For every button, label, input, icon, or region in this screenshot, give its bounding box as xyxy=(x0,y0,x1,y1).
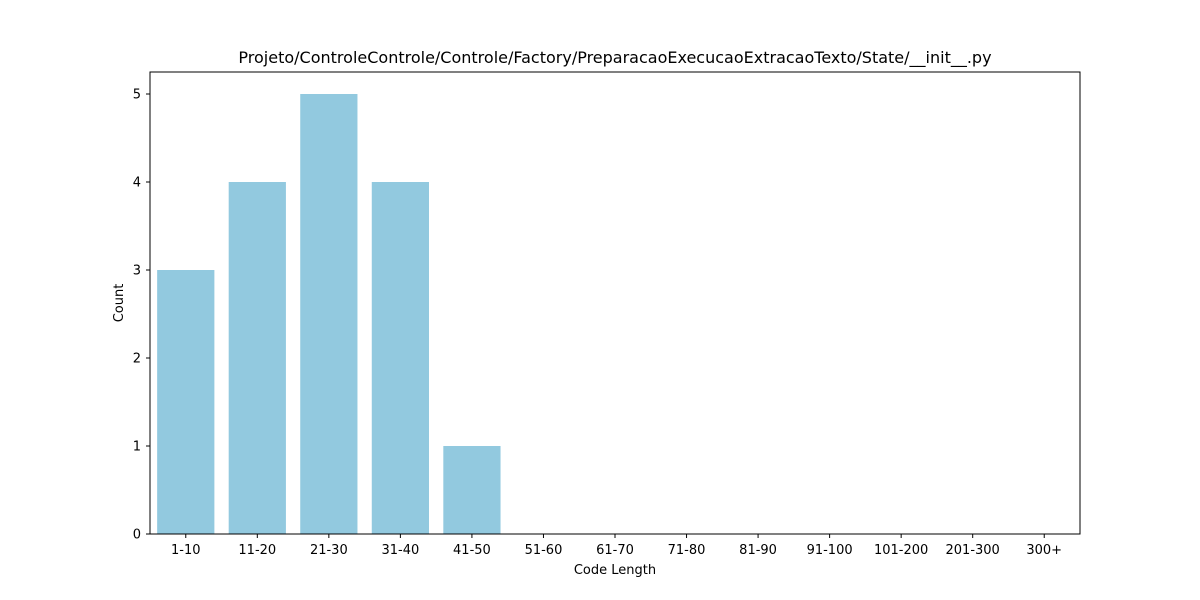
x-tick-label: 91-100 xyxy=(807,543,853,558)
y-tick-label: 5 xyxy=(133,88,141,103)
x-tick-label: 81-90 xyxy=(739,543,777,558)
x-tick-label: 71-80 xyxy=(668,543,706,558)
bar-41-50 xyxy=(443,446,501,534)
x-tick-label: 1-10 xyxy=(171,543,201,558)
x-axis-label: Code Length xyxy=(574,563,656,578)
plot-frame xyxy=(149,71,1081,535)
bar-11-20 xyxy=(228,182,286,534)
x-tick-label: 201-300 xyxy=(946,543,1000,558)
x-tick-label: 11-20 xyxy=(238,543,276,558)
y-axis-ticks: 0 1 2 3 4 5 xyxy=(133,88,150,543)
chart-title: Projeto/ControleControle/Controle/Factor… xyxy=(238,48,991,68)
y-tick-label: 2 xyxy=(133,352,141,367)
x-tick-label: 300+ xyxy=(1026,543,1062,558)
y-tick-label: 0 xyxy=(133,528,141,543)
x-axis-ticks: 1-10 11-20 21-30 31-40 41-50 51-60 61-70 71-80 8… xyxy=(171,534,1062,558)
x-tick-label: 31-40 xyxy=(381,543,419,558)
y-tick-label: 1 xyxy=(133,440,141,455)
bar-31-40 xyxy=(371,182,429,534)
x-tick-label: 21-30 xyxy=(310,543,348,558)
y-tick-label: 4 xyxy=(133,176,141,191)
x-tick-label: 41-50 xyxy=(453,543,491,558)
x-tick-label: 61-70 xyxy=(596,543,634,558)
bar-1-10 xyxy=(157,270,215,534)
bars-group xyxy=(157,94,501,534)
y-axis-label: Count xyxy=(112,284,127,323)
x-tick-label: 101-200 xyxy=(874,543,928,558)
bar-21-30 xyxy=(300,94,358,534)
x-tick-label: 51-60 xyxy=(525,543,563,558)
y-tick-label: 3 xyxy=(133,264,141,279)
